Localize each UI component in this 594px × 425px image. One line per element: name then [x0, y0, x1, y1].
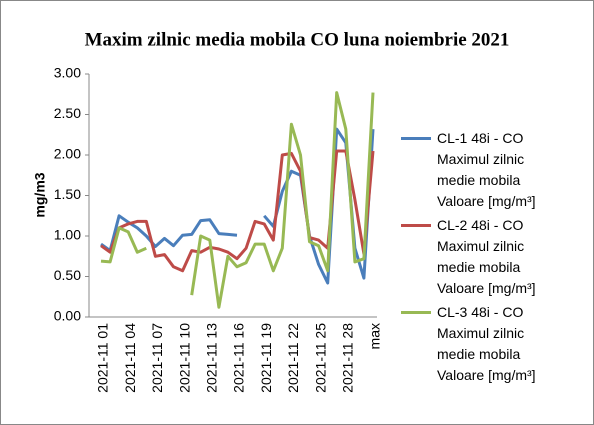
y-tick-label: 2.00 [54, 146, 81, 162]
x-tick-label: 2021-11 28 [340, 323, 356, 393]
legend-swatch [401, 311, 431, 314]
x-tick-label: 2021-11 01 [95, 323, 111, 393]
y-tick-label: 0.00 [54, 308, 81, 324]
chart-title: Maxim zilnic media mobila CO luna noiemb… [85, 29, 510, 50]
y-tick-label: 1.50 [54, 186, 81, 202]
y-tick-label: 2.50 [54, 105, 81, 121]
x-tick-label: 2021-11 19 [258, 323, 274, 393]
legend-label: CL-1 48i - CO Maximul zilnic medie mobil… [437, 130, 536, 209]
legend-item: CL-3 48i - CO Maximul zilnic medie mobil… [401, 302, 551, 386]
x-tick-label: 2021-11 07 [149, 323, 165, 393]
y-tick-label: 3.00 [54, 65, 81, 81]
x-tick-label: 2021-11 04 [122, 323, 138, 393]
y-tick-label: 1.00 [54, 227, 81, 243]
legend-swatch [401, 224, 431, 227]
y-axis-label: mg/m3 [32, 172, 48, 217]
y-tick-label: 0.50 [54, 267, 81, 283]
x-tick-label: 2021-11 25 [312, 323, 328, 393]
x-tick-label: max [367, 323, 383, 349]
x-tick-label: 2021-11 22 [285, 323, 301, 393]
legend-label: CL-2 48i - CO Maximul zilnic medie mobil… [437, 217, 536, 296]
x-tick-label: 2021-11 16 [231, 323, 247, 393]
series-line [100, 91, 375, 309]
x-tick-label: 2021-11 13 [204, 323, 220, 393]
x-tick-label: 2021-11 10 [176, 323, 192, 393]
legend-label: CL-3 48i - CO Maximul zilnic medie mobil… [437, 304, 536, 383]
legend-item: CL-2 48i - CO Maximul zilnic medie mobil… [401, 215, 551, 299]
legend-item: CL-1 48i - CO Maximul zilnic medie mobil… [401, 128, 551, 212]
legend-swatch [401, 137, 431, 140]
